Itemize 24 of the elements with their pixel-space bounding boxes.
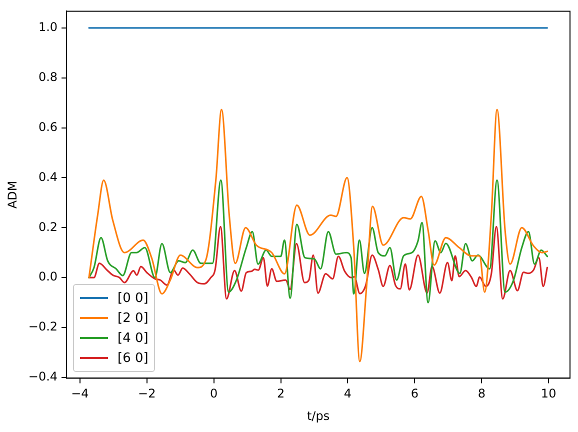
y-tick-label: 0.8	[38, 70, 58, 84]
x-tick-label: −4	[71, 386, 89, 401]
x-tick-label: 0	[210, 386, 218, 401]
y-tick-label: 0.2	[38, 220, 58, 234]
line-series	[88, 179, 548, 304]
legend-label: [4 0]	[118, 330, 148, 346]
x-tick-label: 2	[276, 386, 285, 401]
y-tick-label: −0.4	[28, 370, 58, 384]
x-tick-label: 4	[344, 386, 352, 401]
y-axis-title: ADM	[5, 180, 20, 209]
y-tick-label: 0.4	[38, 170, 58, 184]
line-series	[88, 108, 548, 362]
y-tick-label: 0.0	[38, 270, 58, 284]
y-tick-label: 1.0	[38, 20, 58, 34]
legend-label: [0 0]	[118, 290, 148, 306]
y-tick-label: 0.6	[38, 120, 58, 134]
x-tick-label: −2	[138, 386, 156, 401]
x-tick-label: 8	[478, 386, 486, 401]
x-tick-label: 10	[540, 386, 556, 401]
x-axis-title: t/ps	[306, 408, 330, 423]
x-tick-label: 6	[410, 386, 418, 401]
y-tick-label: −0.2	[28, 320, 58, 334]
legend-label: [2 0]	[118, 310, 148, 326]
legend-label: [6 0]	[118, 350, 148, 366]
